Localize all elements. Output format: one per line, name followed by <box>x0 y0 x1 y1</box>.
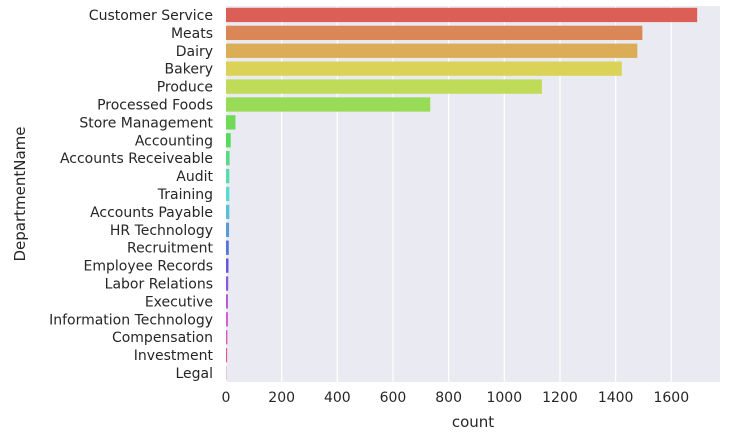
y-tick-label: Employee Records <box>84 259 213 275</box>
y-tick-label: Meats <box>171 26 213 42</box>
bar <box>226 258 229 273</box>
bar <box>226 97 431 112</box>
x-tick-label: 1000 <box>486 390 522 406</box>
x-tick-label: 200 <box>268 390 295 406</box>
bar <box>226 347 228 363</box>
y-tick-label: Investment <box>134 348 214 364</box>
bar <box>226 240 229 255</box>
bar <box>226 294 228 309</box>
y-tick-label: Customer Service <box>89 8 213 24</box>
bar <box>226 312 228 327</box>
y-tick-label: Compensation <box>112 330 213 346</box>
y-tick-label: Processed Foods <box>97 97 213 113</box>
x-tick-labels: 0 200 400 600 800 1000 1200 1400 1600 <box>222 390 690 406</box>
x-tick-label: 1400 <box>598 390 634 406</box>
y-tick-label: Accounts Payable <box>90 205 213 221</box>
bar <box>226 115 236 130</box>
bar <box>226 186 230 202</box>
y-tick-label: Information Technology <box>49 312 213 328</box>
bar <box>226 204 230 220</box>
x-tick-label: 800 <box>435 390 462 406</box>
bar <box>226 79 542 94</box>
y-tick-label: Labor Relations <box>105 277 213 293</box>
x-tick-label: 600 <box>380 390 407 406</box>
x-tick-label: 0 <box>222 390 231 406</box>
bar <box>226 7 698 23</box>
bar <box>226 25 643 41</box>
y-tick-label: Training <box>157 187 213 203</box>
x-tick-label: 1200 <box>542 390 578 406</box>
x-axis-title: count <box>452 413 494 431</box>
bar <box>226 168 230 184</box>
bar <box>226 133 231 148</box>
y-tick-label: Recruitment <box>127 241 214 257</box>
y-tick-label: Audit <box>176 169 213 185</box>
y-tick-label: Produce <box>157 80 213 96</box>
y-tick-label: Accounting <box>135 133 213 149</box>
y-tick-label: HR Technology <box>110 223 213 239</box>
bar <box>226 222 230 237</box>
y-tick-label: Bakery <box>165 62 213 78</box>
bar <box>226 276 229 291</box>
bar <box>226 330 228 345</box>
y-tick-labels: Customer Service Meats Dairy Bakery ProduceP… <box>49 8 213 382</box>
bars <box>226 7 698 381</box>
bar <box>226 151 230 166</box>
y-tick-label: Executive <box>145 294 213 310</box>
y-tick-label: Dairy <box>176 44 213 60</box>
bar <box>226 61 622 76</box>
y-tick-label: Legal <box>175 366 213 382</box>
bar <box>226 43 638 58</box>
x-tick-label: 1600 <box>653 390 689 406</box>
y-axis-title: DepartmentName <box>11 126 29 261</box>
y-tick-label: Store Management <box>79 115 213 131</box>
x-tick-label: 400 <box>324 390 351 406</box>
y-tick-label: Accounts Receiveable <box>60 151 213 167</box>
